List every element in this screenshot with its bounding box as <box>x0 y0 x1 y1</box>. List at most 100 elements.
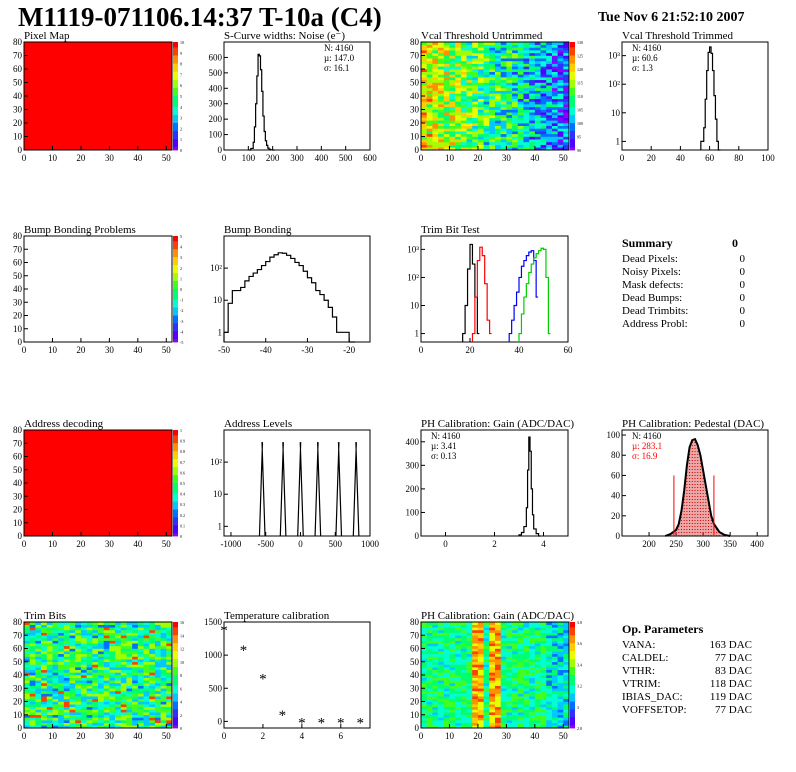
map-cell <box>438 71 445 75</box>
map-cell <box>98 685 104 689</box>
map-cell <box>540 635 547 639</box>
map-cell <box>500 645 507 649</box>
map-cell <box>421 645 427 649</box>
map-cell <box>483 696 490 700</box>
map-cell <box>160 696 167 700</box>
map-cell <box>143 661 150 665</box>
map-cell <box>546 622 553 625</box>
colorbar-segment <box>173 490 178 494</box>
map-cell <box>472 77 479 81</box>
map-cell <box>46 667 53 670</box>
map-cell <box>495 63 501 67</box>
colorbar-segment <box>570 60 575 64</box>
map-cell <box>551 90 558 94</box>
map-cell <box>160 714 167 718</box>
map-cell <box>540 47 547 51</box>
x-tick-label: 0 <box>419 153 424 163</box>
map-cell <box>460 52 467 56</box>
map-cell <box>137 622 144 625</box>
map-cell <box>477 704 484 708</box>
map-cell <box>466 720 473 723</box>
map-cell <box>80 685 87 689</box>
map-cell <box>546 624 553 628</box>
colorbar-segment <box>570 635 575 639</box>
map-cell <box>489 74 496 78</box>
map-cell <box>477 104 484 108</box>
colorbar-segment <box>173 629 178 633</box>
map-cell <box>546 627 553 631</box>
map-cell <box>472 622 479 625</box>
map-cell <box>460 139 467 143</box>
map-cell <box>63 720 70 723</box>
map-cell <box>75 651 82 655</box>
map-cell <box>52 664 59 668</box>
map-cell <box>443 120 450 124</box>
map-cell <box>438 709 445 713</box>
map-cell <box>563 79 570 83</box>
scatter-marker: * <box>279 708 287 724</box>
map-cell <box>460 106 467 110</box>
y-tick-label: 70 <box>410 51 420 61</box>
stat-line: µ: 283.1 <box>632 441 662 451</box>
map-cell <box>92 627 99 631</box>
map-cell <box>143 714 150 718</box>
map-cell <box>58 656 65 660</box>
colorbar-tick: 0.6 <box>180 470 185 475</box>
map-cell <box>426 66 433 70</box>
map-cell <box>529 109 536 113</box>
map-cell <box>506 106 513 110</box>
colorbar-segment <box>173 60 178 64</box>
map-cell <box>483 125 490 129</box>
map-cell <box>149 627 156 631</box>
map-cell <box>132 714 139 718</box>
map-cell <box>137 680 144 684</box>
map-cell <box>506 685 513 689</box>
map-cell <box>495 661 501 665</box>
map-cell <box>137 706 144 710</box>
colorbar-segment <box>173 77 178 81</box>
map-cell <box>540 82 547 86</box>
map-cell <box>75 656 82 660</box>
map-cell <box>98 632 104 636</box>
x-tick-label: 0 <box>443 539 448 549</box>
x-tick-label: 0 <box>620 153 625 163</box>
map-cell <box>86 690 93 694</box>
map-cell <box>126 717 133 721</box>
map-cell <box>443 47 450 51</box>
map-cell <box>103 656 110 660</box>
map-cell <box>149 643 156 647</box>
map-cell <box>472 688 479 692</box>
map-cell <box>115 696 122 700</box>
map-cell <box>483 120 490 124</box>
map-cell <box>46 656 53 660</box>
map-cell <box>495 117 501 121</box>
map-cell <box>75 645 82 649</box>
map-cell <box>149 706 156 710</box>
map-cell <box>489 648 496 652</box>
map-cell <box>137 624 144 628</box>
map-cell <box>80 675 87 678</box>
map-cell <box>529 52 536 56</box>
y-tick-label: 80 <box>611 450 621 460</box>
map-cell <box>137 648 144 652</box>
map-cell <box>500 114 507 118</box>
colorbar-tick: 8 <box>180 673 182 678</box>
map-cell <box>52 714 59 718</box>
map-cell <box>523 664 530 668</box>
map-cell <box>443 725 450 729</box>
map-cell <box>557 90 564 94</box>
y-tick-label: 80 <box>13 425 23 435</box>
map-cell <box>52 632 59 636</box>
map-cell <box>455 69 462 72</box>
map-cell <box>126 659 133 663</box>
map-cell <box>477 712 484 716</box>
map-cell <box>120 717 127 721</box>
map-cell <box>443 128 450 132</box>
map-cell <box>563 85 570 89</box>
map-cell <box>540 629 547 633</box>
map-cell <box>495 120 501 124</box>
colorbar-segment <box>173 522 178 526</box>
map-cell <box>512 55 519 59</box>
map-cell <box>534 50 541 54</box>
map-cell <box>546 44 553 48</box>
